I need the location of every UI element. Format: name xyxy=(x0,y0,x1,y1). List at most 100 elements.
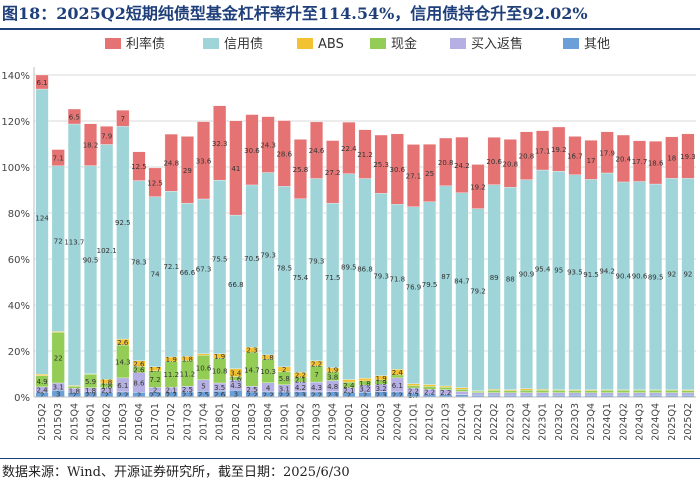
y-tick-label: 20% xyxy=(8,347,30,358)
bar-买入返售-2025Q1 xyxy=(665,392,679,396)
data-label: 3.4 xyxy=(230,370,242,378)
y-tick-label: 60% xyxy=(8,255,30,266)
data-label: 10.8 xyxy=(212,368,228,376)
data-label: 71.5 xyxy=(325,274,341,282)
bar-利率债-2024Q2 xyxy=(616,134,630,183)
data-label: 7.1 xyxy=(53,155,64,163)
source-note: 数据来源：Wind、开源证券研究所，截至日期：2025/6/30 xyxy=(2,465,350,480)
bar-买入返售-2022Q4 xyxy=(520,392,533,396)
bar-信用债-2022Q1 xyxy=(471,208,485,391)
data-label: 20.8 xyxy=(519,153,535,161)
bar-信用债-2017Q1 xyxy=(148,196,162,368)
data-label: 4.9 xyxy=(37,378,48,386)
bar-现金-2024Q2 xyxy=(616,390,630,393)
data-label: 76.9 xyxy=(406,283,422,291)
data-label: 28.6 xyxy=(276,150,292,158)
data-label: 24.2 xyxy=(454,162,470,170)
legend-label: 利率债 xyxy=(126,36,165,52)
data-label: 7 xyxy=(121,115,125,123)
data-label: 2.6 xyxy=(133,367,145,375)
x-tick-label: 2018Q4 xyxy=(263,403,274,441)
data-label: 16.7 xyxy=(567,153,583,161)
data-label: 2.3 xyxy=(295,391,306,399)
bar-买入返售-2023Q3 xyxy=(568,392,582,396)
data-label: 1.9 xyxy=(166,356,177,364)
data-label: 2.2 xyxy=(311,360,322,368)
x-tick-label: 2015Q3 xyxy=(53,403,64,441)
data-label: 18.2 xyxy=(83,142,99,150)
data-label: 25 xyxy=(425,170,434,178)
data-label: 4.3 xyxy=(311,384,322,392)
data-label: 92.5 xyxy=(115,219,131,227)
data-label: 2.4 xyxy=(392,369,404,377)
data-label: 1.8 xyxy=(263,354,274,362)
data-label: 113.7 xyxy=(64,239,84,247)
x-tick-label: 2020Q4 xyxy=(392,403,403,441)
data-label: 5 xyxy=(201,383,205,391)
x-tick-label: 2021Q2 xyxy=(425,403,436,441)
x-tick-label: 2024Q3 xyxy=(634,403,645,441)
bar-信用债-2020Q3 xyxy=(374,193,388,376)
data-label: 6.5 xyxy=(69,114,80,122)
data-label: 22 xyxy=(54,355,63,363)
bar-信用债-2019Q1 xyxy=(277,186,291,368)
bar-现金-2023Q4 xyxy=(584,390,598,394)
data-label: 1.9 xyxy=(376,379,387,387)
legend-item-5: 其他 xyxy=(563,37,610,52)
bar-现金-2023Q1 xyxy=(536,390,550,393)
bar-信用债-2022Q3 xyxy=(503,187,517,390)
x-tick-label: 2022Q1 xyxy=(473,403,484,441)
data-label: 4.3 xyxy=(230,382,241,390)
bar-信用债-2024Q3 xyxy=(633,181,646,391)
x-tick-label: 2016Q2 xyxy=(102,403,113,441)
data-label: 2.4 xyxy=(343,382,355,390)
data-label: 11.2 xyxy=(180,370,196,378)
data-label: 3.1 xyxy=(53,384,64,392)
x-tick-label: 2025Q1 xyxy=(667,403,678,441)
x-tick-label: 2019Q1 xyxy=(279,403,290,441)
bar-利率债-2017Q3 xyxy=(180,136,194,204)
data-label: 79.3 xyxy=(373,272,389,280)
x-tick-label: 2020Q3 xyxy=(376,403,387,441)
bar-利率债-2021Q3 xyxy=(439,137,453,187)
bar-现金-2022Q4 xyxy=(520,389,533,393)
data-label: 2.6 xyxy=(117,339,129,347)
data-label: 18.6 xyxy=(648,160,664,168)
data-label: 1.9 xyxy=(376,375,387,383)
bar-利率债-2023Q3 xyxy=(568,136,582,175)
bar-ABS-2015Q2 xyxy=(35,374,49,376)
data-label: 30.6 xyxy=(244,147,260,155)
bar-信用债-2016Q2 xyxy=(100,144,114,380)
data-label: 2.5 xyxy=(246,386,257,394)
data-label: 2.5 xyxy=(182,386,193,394)
bar-利率债-2024Q1 xyxy=(600,131,614,174)
bar-信用债-2025Q1 xyxy=(665,178,679,391)
data-label: 2 xyxy=(153,387,157,395)
legend-item-0: 利率债 xyxy=(105,36,165,52)
bar-信用债-2021Q1 xyxy=(406,206,420,384)
data-label: 2.2 xyxy=(246,391,257,399)
y-tick-label: 40% xyxy=(8,301,30,312)
x-tick-label: 2016Q4 xyxy=(134,403,145,441)
data-label: 95 xyxy=(554,266,563,274)
data-label: 2.2 xyxy=(440,389,451,397)
legend-label: ABS xyxy=(318,37,344,52)
y-tick-label: 120% xyxy=(1,117,30,128)
data-label: 24.8 xyxy=(163,160,179,168)
bar-利率债-2016Q1 xyxy=(84,123,97,166)
data-label: 1.8 xyxy=(101,383,112,391)
data-label: 2.6 xyxy=(133,361,145,369)
data-label: 2.2 xyxy=(182,391,193,399)
data-label: 7 xyxy=(314,371,318,379)
bar-利率债-2018Q3 xyxy=(245,114,259,186)
data-label: 1.6 xyxy=(230,375,242,383)
data-label: 91.5 xyxy=(583,271,599,279)
x-tick-label: 2015Q4 xyxy=(69,403,80,441)
bar-信用债-2017Q2 xyxy=(164,190,178,358)
data-label: 2.2 xyxy=(279,391,290,399)
data-label: 14.7 xyxy=(244,366,260,374)
legend-item-4: 买入返售 xyxy=(450,36,523,52)
bar-信用债-2021Q2 xyxy=(423,201,437,385)
data-label: 90.9 xyxy=(519,271,535,279)
data-label: 78.3 xyxy=(131,259,147,267)
